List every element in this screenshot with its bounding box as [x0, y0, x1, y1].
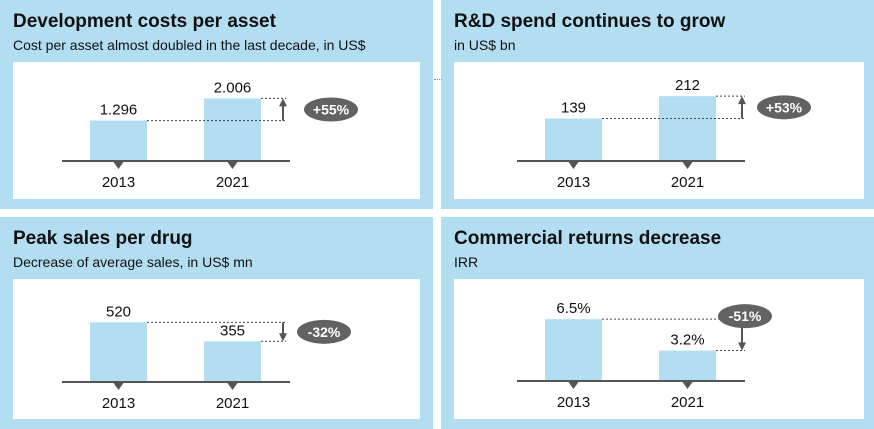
tick-marker: [227, 383, 238, 390]
bar-chart-development-costs: 2013 2021 1.296 2.006 +55%: [62, 79, 358, 191]
panel-rd-spend: R&D spend continues to grow in US$ bn 20…: [441, 0, 874, 209]
bar-2013: [90, 120, 147, 161]
change-badge-label: -32%: [308, 324, 341, 340]
bar-2021: [204, 341, 261, 382]
chart-title: Development costs per asset: [13, 11, 276, 32]
bar-2021: [659, 350, 716, 381]
chart-subtitle: Decrease of average sales, in US$ mn: [13, 254, 253, 270]
bar-chart-peak-sales: 2013 2021 520 355 -32%: [62, 303, 351, 412]
data-label-2021: 3.2%: [670, 332, 704, 349]
chart-subtitle: in US$ bn: [454, 37, 516, 53]
chart-subtitle: Cost per asset almost doubled in the las…: [13, 37, 366, 53]
divider-dots: [434, 79, 442, 80]
tick-label-2021: 2021: [216, 395, 249, 412]
chart-title: R&D spend continues to grow: [454, 11, 726, 32]
chart-card: 2013 2021 520 355 -32%: [13, 279, 420, 419]
tick-marker: [568, 382, 579, 389]
chart-card: 2013 2021 139 212 +53%: [454, 62, 864, 199]
data-label-2013: 1.296: [100, 102, 138, 119]
chart-card: 2013 2021 1.296 2.006 +55%: [13, 62, 420, 199]
tick-label-2013: 2013: [557, 394, 590, 411]
bar-2013: [90, 322, 147, 382]
change-badge-label: +55%: [313, 101, 350, 117]
tick-marker: [113, 383, 124, 390]
bar-2013: [545, 319, 602, 381]
chart-title: Commercial returns decrease: [454, 228, 722, 249]
data-label-2021: 355: [220, 322, 245, 339]
tick-label-2021: 2021: [671, 174, 704, 191]
tick-label-2013: 2013: [557, 174, 590, 191]
data-label-2013: 139: [561, 99, 586, 116]
panel-development-costs: Development costs per asset Cost per ass…: [0, 0, 433, 209]
bar-2021: [204, 98, 261, 161]
arrow-down-icon: [738, 342, 746, 351]
tick-label-2013: 2013: [102, 395, 135, 412]
bar-2013: [545, 118, 602, 161]
data-label-2013: 520: [106, 303, 131, 320]
panel-commercial-returns: Commercial returns decrease IRR 2013 2021…: [441, 217, 874, 429]
change-badge: [757, 95, 811, 120]
arrow-down-icon: [279, 333, 287, 342]
chart-card: 2013 2021 6.5% 3.2% -51%: [454, 279, 864, 419]
panel-peak-sales: Peak sales per drug Decrease of average …: [0, 217, 433, 429]
data-label-2021: 2.006: [214, 79, 252, 96]
tick-marker: [227, 162, 238, 169]
change-badge-label: +53%: [766, 99, 803, 115]
tick-marker: [682, 382, 693, 389]
tick-marker: [682, 162, 693, 169]
arrow-up-icon: [738, 96, 746, 105]
data-label-2021: 212: [675, 77, 700, 94]
change-badge: [718, 304, 772, 329]
change-badge-label: -51%: [729, 308, 762, 324]
tick-marker: [113, 162, 124, 169]
bar-chart-rd-spend: 2013 2021 139 212 +53%: [517, 77, 811, 191]
tick-label-2021: 2021: [216, 174, 249, 191]
tick-label-2013: 2013: [102, 174, 135, 191]
arrow-up-icon: [279, 98, 287, 107]
bar-2021: [659, 96, 716, 161]
data-label-2013: 6.5%: [556, 300, 590, 317]
chart-title: Peak sales per drug: [13, 228, 193, 249]
chart-subtitle: IRR: [454, 254, 479, 270]
change-badge: [297, 319, 351, 344]
tick-marker: [568, 162, 579, 169]
change-badge: [304, 97, 358, 122]
tick-label-2021: 2021: [671, 394, 704, 411]
bar-chart-commercial-returns: 2013 2021 6.5% 3.2% -51%: [517, 300, 772, 411]
